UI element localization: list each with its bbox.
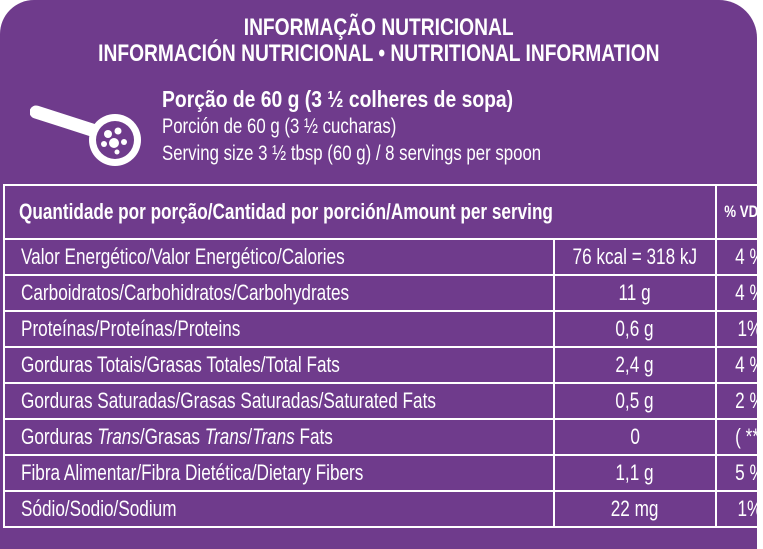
nutrient-label: Gorduras Saturadas/Grasas Saturadas/Satu… [3,382,555,420]
nutrient-label: Gorduras Trans/Grasas Trans/Trans Fats [3,418,555,456]
nutrient-dv: 2 % [714,382,763,420]
nutrient-dv: 4 % [714,238,763,276]
table-row: Gorduras Trans/Grasas Trans/Trans Fats 0… [3,418,763,456]
header-dv: % VD (*) [714,184,763,240]
nutrient-dv: 4 % [714,346,763,384]
serving-en: Serving size 3 ½ tbsp (60 g) / 8 serving… [162,142,542,165]
label-part: Gorduras [21,424,98,449]
label-part: Trans [252,424,295,449]
nutrient-value: 2,4 g [552,346,717,384]
label-part: / [247,424,253,449]
table-row: Fibra Alimentar/Fibra Dietética/Dietary … [3,454,763,492]
nutrient-dv: 1% [714,490,763,528]
table-row: Gorduras Totais/Grasas Totales/Total Fat… [3,346,763,384]
label-part: Trans [97,424,140,449]
header-amount: Quantidade por porção/Cantidad por porci… [3,184,717,240]
nutrient-label: Sódio/Sodio/Sodium [3,490,555,528]
table-row: Carboidratos/Carbohidratos/Carbohydrates… [3,274,763,312]
nutrient-value: 1,1 g [552,454,717,492]
nutrient-dv: 5 % [714,454,763,492]
spoon-icon [30,105,141,166]
table-row: Sódio/Sodio/Sodium 22 mg 1% [3,490,763,528]
nutrient-value: 76 kcal = 318 kJ [552,238,717,276]
nutrient-dv: ( **) [714,418,763,456]
nutrient-dv: 1% [714,310,763,348]
nutrient-value: 0,6 g [552,310,717,348]
table-row: Valor Energético/Valor Energético/Calori… [3,238,763,276]
nutrient-value: 0 [552,418,717,456]
nutrient-label: Valor Energético/Valor Energético/Calori… [3,238,555,276]
table-row: Proteínas/Proteínas/Proteins 0,6 g 1% [3,310,763,348]
serving-es: Porción de 60 g (3 ½ cucharas) [162,115,397,138]
nutrient-label: Carboidratos/Carbohidratos/Carbohydrates [3,274,555,312]
nutrient-dv: 4 % [714,274,763,312]
title-pt: INFORMAÇÃO NUTRICIONAL [243,14,514,41]
label-part: /Grasas [139,424,205,449]
table-row: Gorduras Saturadas/Grasas Saturadas/Satu… [3,382,763,420]
nutrient-value: 11 g [552,274,717,312]
label-part: Fats [294,424,333,449]
nutrient-label: Gorduras Totais/Grasas Totales/Total Fat… [3,346,555,384]
nutrition-table: Quantidade por porção/Cantidad por porci… [3,184,763,528]
nutrient-label: Fibra Alimentar/Fibra Dietética/Dietary … [3,454,555,492]
nutrient-value: 22 mg [552,490,717,528]
nutrient-value: 0,5 g [552,382,717,420]
title-es-en: INFORMACIÓN NUTRICIONAL • NUTRITIONAL IN… [97,40,660,67]
table-header: Quantidade por porção/Cantidad por porci… [3,184,763,240]
serving-pt: Porção de 60 g (3 ½ colheres de sopa) [162,86,514,112]
nutrient-label: Proteínas/Proteínas/Proteins [3,310,555,348]
label-part: Trans [204,424,248,449]
